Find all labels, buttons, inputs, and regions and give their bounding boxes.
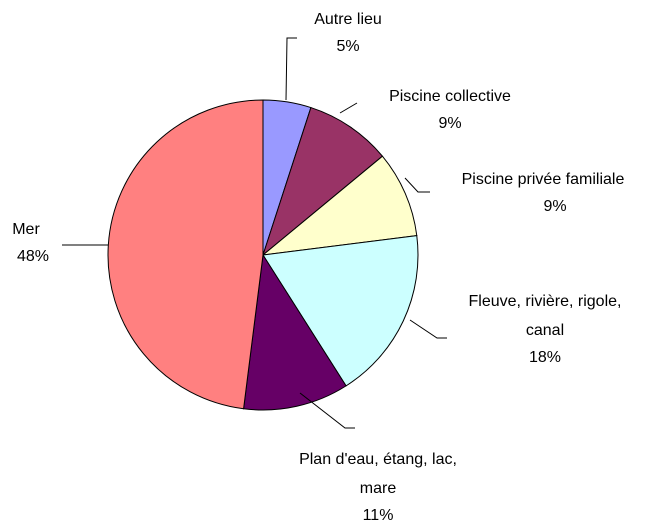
leader-line — [339, 102, 358, 114]
slice-label: Mer — [12, 221, 40, 238]
leader-line — [299, 392, 355, 429]
slice-value-label: 48% — [17, 248, 49, 265]
slice-label: Piscine collective — [389, 88, 511, 105]
slice-value-label: 11% — [363, 507, 394, 524]
pie-slice — [243, 253, 347, 411]
pie-slice — [261, 155, 418, 256]
slice-label: Plan d'eau, étang, lac, mare — [299, 451, 457, 497]
leader-line — [409, 319, 447, 339]
slice-value-label: 9% — [438, 115, 461, 132]
slice-label: Piscine privée familiale — [462, 171, 625, 188]
pie-slice — [262, 235, 419, 387]
leader-line — [285, 37, 297, 101]
slice-value-label: 18% — [529, 349, 561, 366]
slice-label: Autre lieu — [314, 11, 382, 28]
pie-slice — [107, 99, 264, 410]
slice-value-label: 5% — [336, 38, 359, 55]
slice-label: Fleuve, rivière, rigole, canal — [469, 293, 622, 339]
pie-slice — [261, 106, 384, 257]
slice-value-label: 9% — [543, 198, 566, 215]
leader-line — [404, 177, 430, 193]
